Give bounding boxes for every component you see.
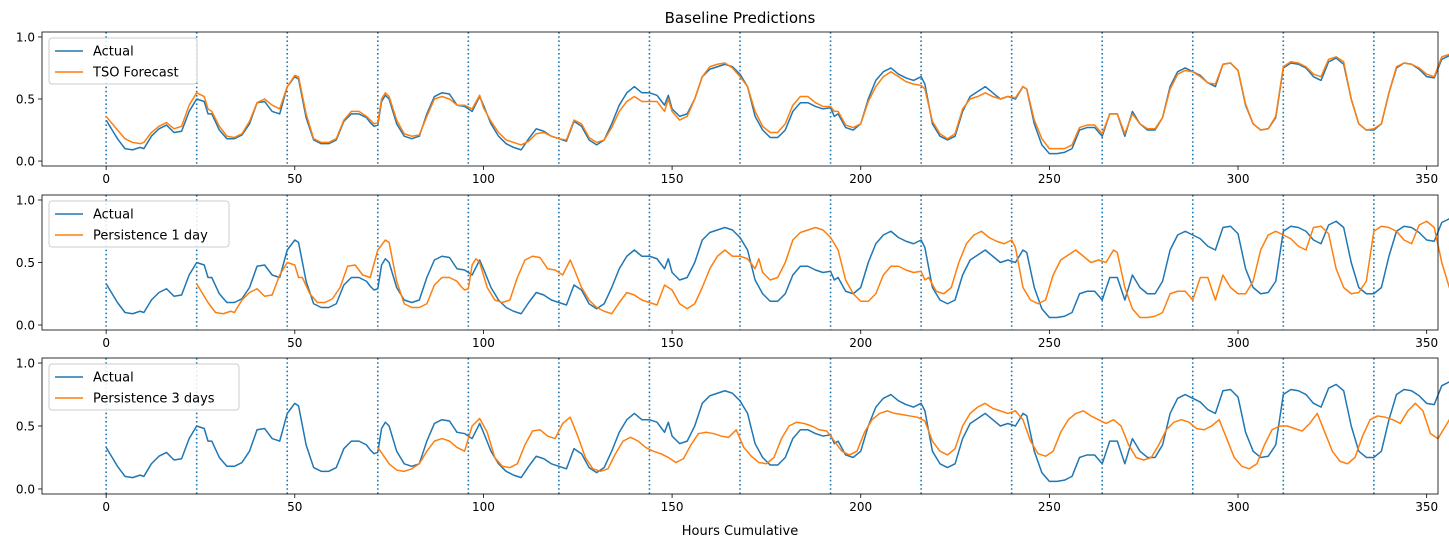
series-line-actual — [105, 218, 1449, 319]
legend-label: TSO Forecast — [92, 66, 179, 81]
x-tick-label: 0 — [102, 336, 110, 350]
x-tick-label: 350 — [1415, 336, 1438, 350]
y-tick-label: 1.0 — [16, 357, 35, 371]
x-tick-label: 100 — [472, 500, 495, 514]
legend-label: Persistence 1 day — [93, 229, 208, 244]
series-line-persistence-3-days — [377, 402, 1449, 473]
x-tick-label: 250 — [1038, 336, 1061, 350]
y-tick-label: 1.0 — [16, 30, 35, 44]
x-tick-label: 150 — [661, 172, 684, 186]
x-tick-label: 150 — [661, 336, 684, 350]
legend-box — [48, 200, 230, 248]
legend-label: Persistence 3 days — [93, 392, 215, 407]
x-tick-label: 0 — [102, 500, 110, 514]
figure-title: Baseline Predictions — [665, 9, 816, 27]
x-tick-label: 50 — [287, 500, 302, 514]
x-tick-label: 350 — [1415, 172, 1438, 186]
x-tick-label: 50 — [287, 172, 302, 186]
legend-label: Actual — [93, 45, 134, 60]
y-tick-label: 1.0 — [16, 194, 35, 208]
x-tick-label: 0 — [102, 172, 110, 186]
y-tick-label: 0.5 — [16, 420, 35, 434]
x-tick-label: 350 — [1415, 500, 1438, 514]
x-tick-label: 250 — [1038, 172, 1061, 186]
series-line-actual — [105, 381, 1449, 483]
y-tick-label: 0.0 — [16, 319, 35, 333]
x-tick-label: 300 — [1227, 336, 1250, 350]
x-tick-label: 300 — [1227, 500, 1250, 514]
y-tick-label: 0.0 — [16, 482, 35, 496]
legend-label: Actual — [93, 208, 134, 223]
series-line-persistence-1-day — [196, 220, 1449, 319]
panel-persistence-3-days: 0 50 100 150 200 250 300 350 0.0 0.5 1.0 Actual Pers… — [16, 357, 1449, 514]
figure-xlabel: Hours Cumulative — [682, 524, 798, 539]
panel-tso-forecast: 0 50 100 150 200 250 300 350 0.0 0.5 1.0 Actual TSO … — [16, 30, 1449, 186]
x-tick-label: 150 — [661, 500, 684, 514]
series-line-tso-forecast — [105, 53, 1449, 150]
y-tick-label: 0.5 — [16, 93, 35, 107]
legend: Actual Persistence 1 day — [48, 200, 230, 248]
x-tick-label: 250 — [1038, 500, 1061, 514]
series-line-actual — [105, 54, 1449, 155]
legend: Actual TSO Forecast — [48, 37, 198, 85]
x-tick-label: 200 — [849, 336, 872, 350]
y-tick-label: 0.0 — [16, 155, 35, 169]
legend-label: Actual — [93, 371, 134, 386]
legend-box — [48, 37, 198, 85]
x-tick-label: 200 — [849, 172, 872, 186]
legend: Actual Persistence 3 days — [48, 363, 240, 411]
x-tick-label: 300 — [1227, 172, 1250, 186]
x-tick-label: 100 — [472, 336, 495, 350]
x-tick-label: 50 — [287, 336, 302, 350]
x-tick-label: 100 — [472, 172, 495, 186]
y-tick-label: 0.5 — [16, 256, 35, 270]
legend-box — [48, 363, 240, 411]
x-tick-label: 200 — [849, 500, 872, 514]
panel-persistence-1-day: 0 50 100 150 200 250 300 350 0.0 0.5 1.0 Actual Pers… — [16, 194, 1449, 350]
